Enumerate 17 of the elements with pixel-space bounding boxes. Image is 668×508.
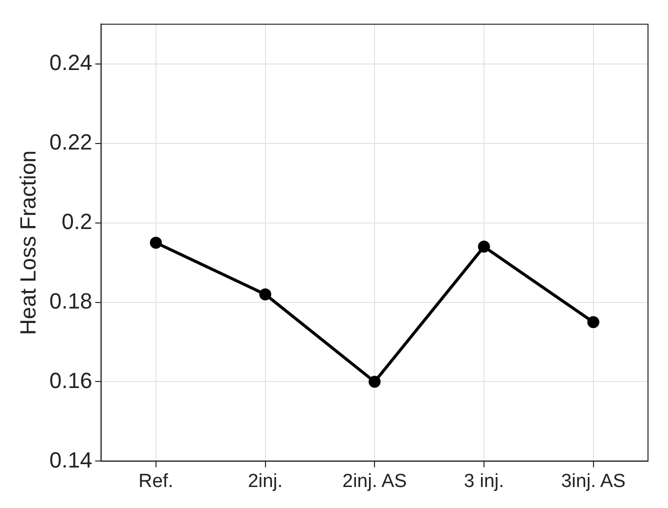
- x-tick-label: 2inj. AS: [342, 470, 407, 492]
- point: [259, 288, 272, 300]
- y-tick-label: 0.2: [62, 208, 92, 234]
- y-tick-label: 0.18: [49, 288, 92, 314]
- x-tick-label: 3inj. AS: [561, 470, 626, 492]
- point: [150, 236, 162, 249]
- x-tick-label: 3 inj.: [464, 470, 504, 492]
- x-tick-label: Ref.: [138, 470, 174, 492]
- y-axis-title: Heat Loss Fraction: [15, 150, 40, 336]
- y-tick-label: 0.24: [49, 50, 92, 75]
- y-tick-label: 0.16: [49, 368, 92, 393]
- y-tick-label: 0.14: [49, 447, 92, 472]
- y-tick-label: 0.22: [49, 129, 92, 154]
- point: [587, 316, 600, 328]
- x-tick-label: 2inj.: [248, 470, 283, 492]
- point: [368, 376, 381, 388]
- point: [478, 240, 490, 253]
